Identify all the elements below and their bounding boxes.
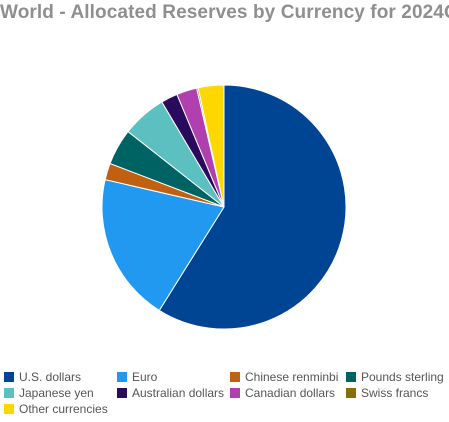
legend-row: U.S. dollars Euro Chinese renminbi Pounds s… <box>4 369 449 385</box>
legend-swatch <box>4 404 14 414</box>
chart-legend: U.S. dollars Euro Chinese renminbi Pounds s… <box>4 369 449 417</box>
legend-label: Pounds sterling <box>361 370 444 384</box>
legend-swatch <box>4 372 14 382</box>
legend-item[interactable]: Swiss francs <box>346 386 446 400</box>
legend-swatch <box>346 372 356 382</box>
legend-label: Other currencies <box>19 402 108 416</box>
pie-slice-u-s-dollars[interactable] <box>158 84 347 330</box>
legend-label: Japanese yen <box>19 386 94 400</box>
legend-item[interactable]: Euro <box>117 370 230 384</box>
pie-slice-other-currencies[interactable] <box>197 84 225 208</box>
legend-label: Euro <box>132 370 158 384</box>
legend-item[interactable]: Pounds sterling <box>346 370 446 384</box>
legend-label: Australian dollars <box>132 386 225 400</box>
legend-item[interactable]: Japanese yen <box>4 386 117 400</box>
legend-row: Other currencies <box>4 401 449 417</box>
pie-slice-euro[interactable] <box>101 179 225 312</box>
legend-item[interactable]: Chinese renminbi <box>230 370 346 384</box>
legend-item[interactable]: Australian dollars <box>117 386 230 400</box>
legend-swatch <box>346 388 356 398</box>
legend-swatch <box>4 388 14 398</box>
legend-label: Swiss francs <box>361 386 429 400</box>
pie-chart <box>101 84 347 330</box>
legend-swatch <box>117 372 127 382</box>
legend-item[interactable]: Other currencies <box>4 402 117 416</box>
legend-swatch <box>117 388 127 398</box>
legend-label: Chinese renminbi <box>245 370 339 384</box>
legend-label: U.S. dollars <box>19 370 82 384</box>
chart-title: World - Allocated Reserves by Currency f… <box>0 2 449 23</box>
legend-row: Japanese yen Australian dollars Canadian d… <box>4 385 449 401</box>
legend-item[interactable]: Canadian dollars <box>230 386 346 400</box>
legend-item[interactable]: U.S. dollars <box>4 370 117 384</box>
legend-swatch <box>230 372 240 382</box>
legend-label: Canadian dollars <box>245 386 336 400</box>
legend-swatch <box>230 388 240 398</box>
